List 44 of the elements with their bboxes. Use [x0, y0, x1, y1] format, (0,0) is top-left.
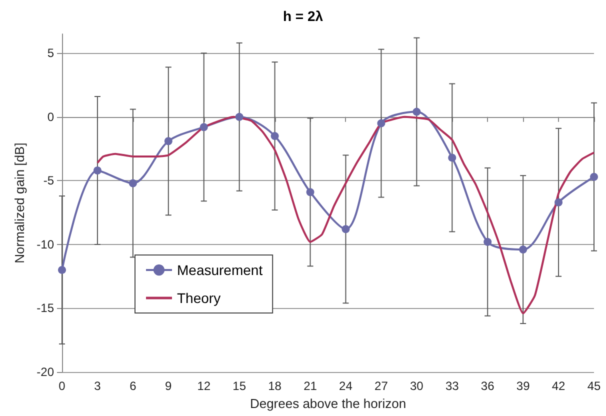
y-tick-label: -15 — [36, 301, 54, 316]
chart-title: h = 2λ — [282, 8, 324, 24]
point — [306, 188, 314, 196]
x-tick-label: 39 — [516, 379, 530, 393]
x-tick-label: 30 — [410, 379, 424, 393]
x-tick-label: 24 — [339, 379, 353, 393]
y-tick-label: -5 — [43, 174, 54, 188]
line-series — [96, 116, 595, 314]
y-axis-title: Normalized gain [dB] — [12, 142, 27, 264]
x-axis-title: Degrees above the horizon — [250, 396, 406, 411]
x-tick-label: 42 — [552, 379, 566, 393]
point — [554, 198, 563, 206]
legend-label: Theory — [177, 290, 221, 306]
y-tick-label: -10 — [36, 237, 54, 252]
point — [58, 266, 66, 274]
point — [200, 123, 208, 132]
point — [377, 119, 386, 128]
x-tick-label: 15 — [232, 379, 246, 393]
x-tick-label: 36 — [480, 379, 495, 393]
y-tick-label: 5 — [47, 46, 54, 60]
y-tick-label: -20 — [36, 365, 54, 379]
point — [270, 132, 279, 140]
x-tick-label: 21 — [304, 379, 318, 393]
point — [448, 154, 456, 162]
x-tick-label: 18 — [268, 379, 282, 393]
legend-label: Measurement — [177, 262, 263, 278]
point — [342, 225, 350, 234]
point — [590, 172, 598, 181]
point — [235, 112, 244, 121]
x-tick-label: 45 — [587, 379, 601, 393]
x-tick-label: 12 — [197, 379, 211, 393]
y-tick-label: 0 — [47, 110, 54, 124]
point — [128, 179, 137, 188]
point — [519, 246, 528, 254]
x-tick-label: 33 — [445, 379, 460, 393]
point — [484, 238, 492, 246]
x-tick-label: 6 — [130, 379, 137, 393]
point — [412, 108, 421, 116]
x-tick-label: 27 — [374, 379, 388, 393]
x-tick-label: 3 — [94, 379, 102, 393]
point — [164, 137, 172, 146]
x-tick-label: 0 — [58, 379, 66, 393]
point — [93, 166, 102, 174]
x-tick-label: 9 — [165, 379, 172, 393]
